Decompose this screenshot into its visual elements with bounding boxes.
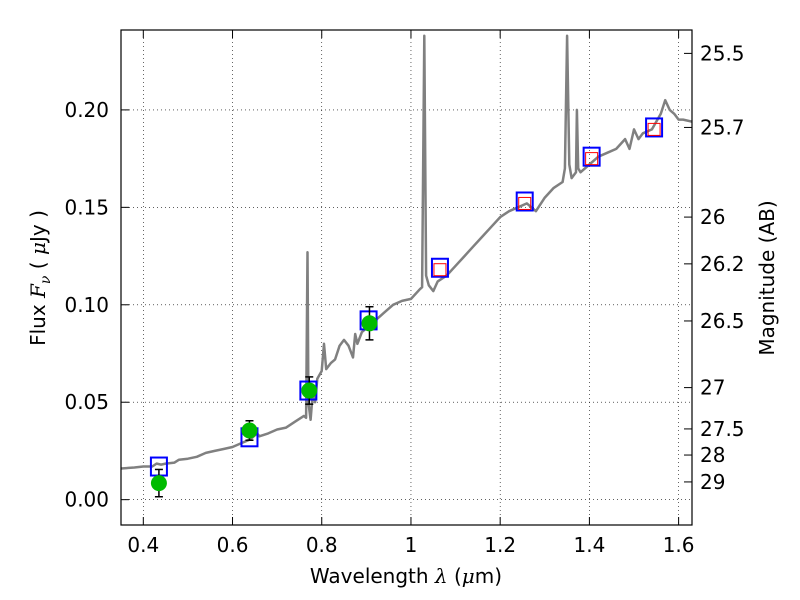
y2-tick-label: 25.7 bbox=[700, 115, 745, 139]
axes-frame bbox=[120, 29, 693, 526]
y2-tick-label: 27 bbox=[700, 376, 725, 400]
y2-tick-label: 26 bbox=[700, 205, 725, 229]
y2-tick-label: 26.5 bbox=[700, 309, 745, 333]
y2-tick-label: 25.5 bbox=[700, 41, 745, 65]
x-tick-label: 0.4 bbox=[127, 533, 159, 557]
y2-tick-label: 26.2 bbox=[700, 252, 745, 276]
y2-tick-label: 28 bbox=[700, 443, 725, 467]
y-tick-label: 0.15 bbox=[64, 195, 109, 219]
x-tick-label: 1.2 bbox=[484, 533, 516, 557]
observed-point bbox=[361, 315, 378, 332]
x-axis-title: Wavelength λ (μm) bbox=[310, 564, 502, 588]
model-square-blue bbox=[515, 191, 534, 212]
model-square-red bbox=[647, 122, 661, 136]
y-tick-label: 0.10 bbox=[64, 293, 109, 317]
y2-tick-label: 27.5 bbox=[700, 417, 745, 441]
x-tick-label: 0.8 bbox=[306, 533, 338, 557]
y2-tick-label: 29 bbox=[700, 470, 725, 494]
ticks: 0.4 0.6 0.8 1 1.2 1.4 1.6 0.00 0.05 0.10 0.15 0.20 2… bbox=[64, 30, 745, 557]
x-tick-label: 1 bbox=[405, 533, 418, 557]
axes bbox=[120, 29, 693, 526]
y-tick-label: 0.05 bbox=[64, 390, 109, 414]
observed-point bbox=[301, 382, 318, 399]
x-tick-label: 0.6 bbox=[217, 533, 249, 557]
model-square-red bbox=[518, 196, 532, 210]
observed-point bbox=[241, 422, 258, 439]
y-axis-title: Flux Fν ( μJy ) bbox=[26, 210, 54, 346]
x-tick-label: 1.4 bbox=[573, 533, 605, 557]
y2-axis-title: Magnitude (AB) bbox=[755, 200, 779, 355]
x-tick-label: 1.6 bbox=[663, 533, 695, 557]
y-tick-label: 0.00 bbox=[64, 488, 109, 512]
model-square-blue bbox=[430, 257, 449, 278]
model-square-blue bbox=[645, 117, 664, 138]
model-square-red bbox=[585, 152, 599, 166]
y-tick-label: 0.20 bbox=[64, 98, 109, 122]
plot-area bbox=[121, 34, 692, 498]
model-square-blue bbox=[582, 146, 601, 167]
grid bbox=[121, 30, 692, 525]
model-square-red bbox=[433, 263, 447, 277]
observed-point bbox=[150, 475, 167, 492]
